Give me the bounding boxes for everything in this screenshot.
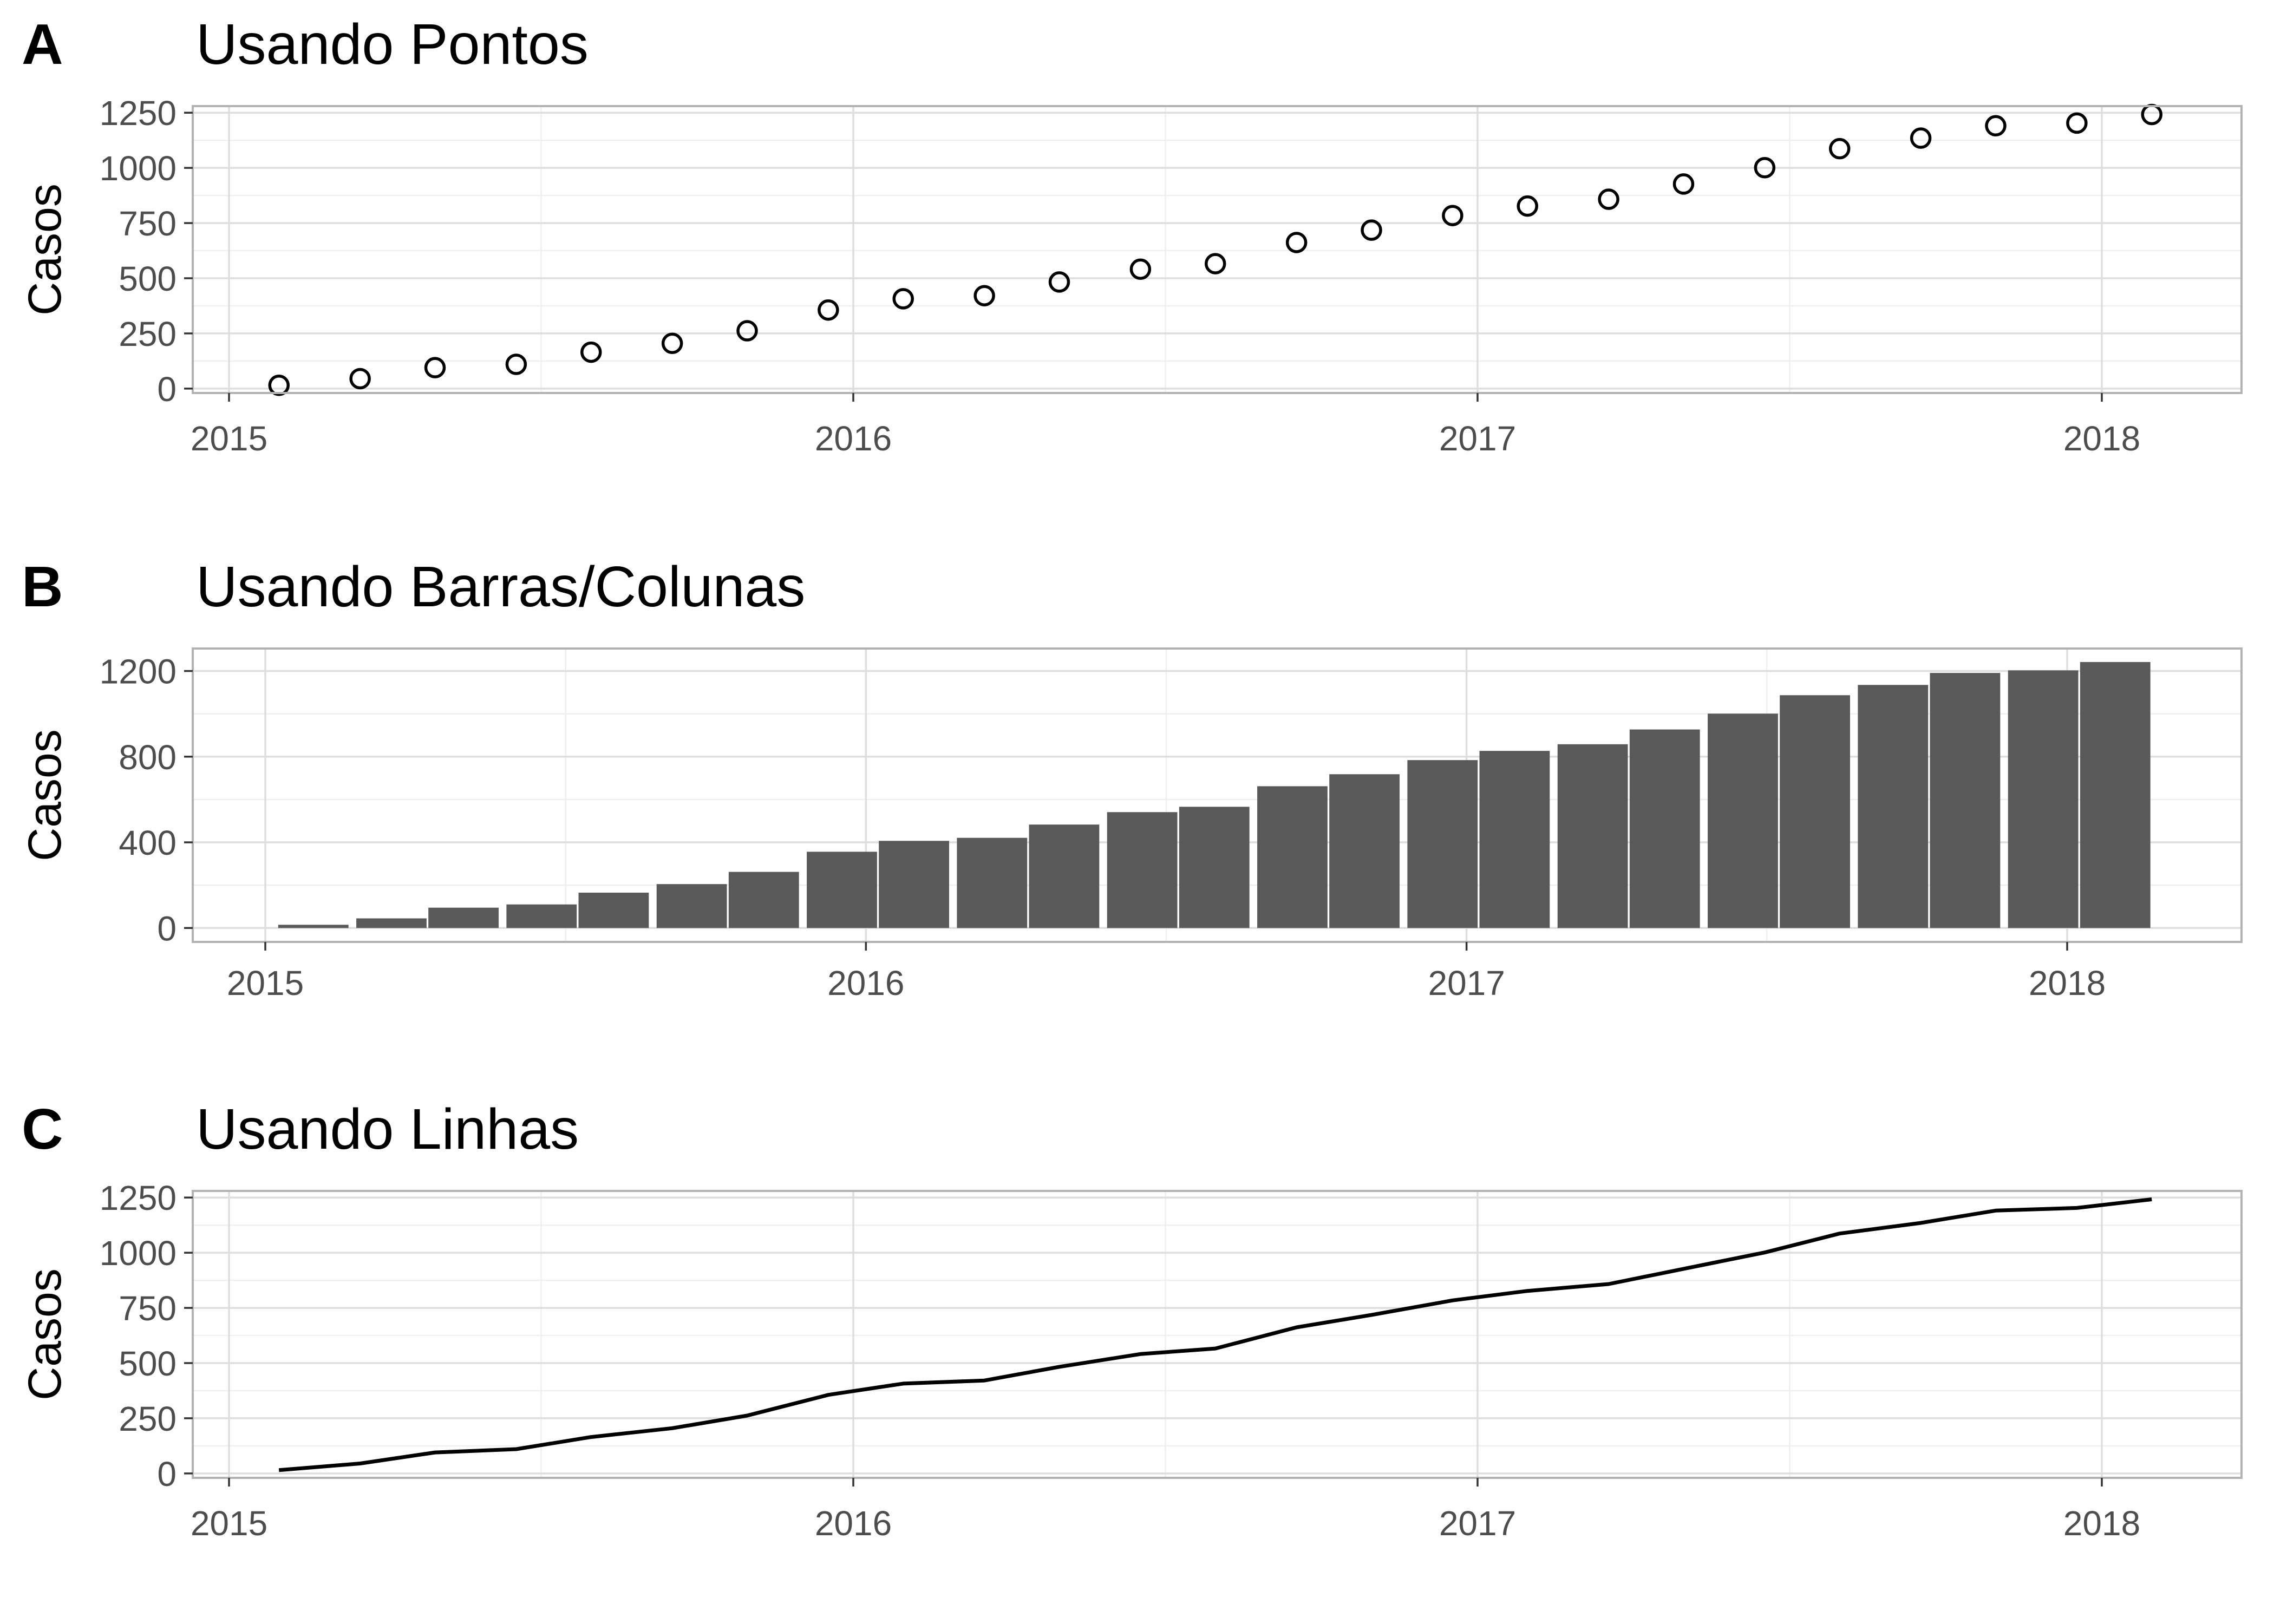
data-point <box>1754 156 1776 179</box>
y-tick-label: 0 <box>157 1455 177 1494</box>
data-point <box>424 357 446 378</box>
data-point <box>2141 103 2162 126</box>
y-tick-label: 250 <box>119 1399 177 1438</box>
y-tick-label: 750 <box>119 1289 177 1328</box>
data-bar <box>1329 774 1400 928</box>
data-point <box>1598 188 1619 210</box>
panel-border <box>192 1190 2243 1479</box>
data-point <box>1129 258 1152 280</box>
data-point <box>349 368 371 390</box>
data-bar <box>278 925 349 928</box>
data-point <box>973 285 995 306</box>
x-tick-label: 2017 <box>1428 964 1505 1003</box>
data-point <box>1672 173 1695 195</box>
data-bar <box>879 841 949 928</box>
panel-b: B Usando Barras/Colunas 0 400 800 1200 2015 201… <box>19 555 2243 1003</box>
data-point <box>1204 253 1226 274</box>
panel-title: Usando Linhas <box>196 1097 579 1161</box>
data-line <box>278 1197 2152 1472</box>
data-bar <box>807 852 877 928</box>
y-axis-label: Casos <box>19 1268 71 1400</box>
y-tick-label: 0 <box>157 909 177 948</box>
panel-letter: C <box>22 1097 63 1161</box>
x-tick-label: 2016 <box>827 964 904 1003</box>
data-point <box>580 341 602 363</box>
data-bar <box>1557 744 1628 928</box>
y-tick-label: 400 <box>119 823 177 862</box>
data-bar <box>2008 670 2079 928</box>
panel-c: C Usando Linhas 0 250 500 750 1000 1250 2015 2016… <box>19 1097 2243 1543</box>
data-bar <box>2080 662 2151 928</box>
data-bar <box>1479 751 1550 928</box>
y-axis-label: Casos <box>19 729 71 861</box>
data-bar <box>1407 760 1478 928</box>
y-tick-label: 1250 <box>100 1178 177 1217</box>
y-tick-label: 1250 <box>100 94 177 133</box>
x-tick-label: 2017 <box>1439 419 1516 458</box>
data-bar <box>1629 729 1700 928</box>
x-tick-label: 2018 <box>2063 419 2140 458</box>
data-point <box>1828 137 1851 160</box>
x-tick-label: 2016 <box>815 419 892 458</box>
data-point <box>1048 271 1070 293</box>
y-tick-label: 750 <box>119 204 177 243</box>
data-bar <box>1780 695 1850 928</box>
data-point <box>1985 115 2007 137</box>
data-bar <box>578 893 649 928</box>
data-bar <box>656 884 727 928</box>
data-point <box>736 320 758 342</box>
data-point <box>818 299 839 321</box>
panel-a: A Usando Pontos 0 250 500 750 1000 1250 2015 2016… <box>19 12 2243 458</box>
data-bar <box>1257 786 1328 928</box>
y-tick-label: 500 <box>119 1344 177 1383</box>
panel-title: Usando Barras/Colunas <box>196 555 805 619</box>
x-tick-label: 2018 <box>2029 964 2106 1003</box>
panel-border <box>192 647 2243 943</box>
data-point <box>505 353 527 375</box>
data-point <box>1517 195 1538 217</box>
x-tick-label: 2015 <box>191 1504 267 1543</box>
data-bar <box>506 904 577 928</box>
data-bar <box>1930 673 2001 928</box>
y-tick-label: 250 <box>119 315 177 353</box>
panel-letter: B <box>22 555 63 619</box>
data-bar <box>1858 685 1929 928</box>
data-point <box>1361 219 1382 241</box>
x-tick-label: 2018 <box>2063 1504 2140 1543</box>
data-point <box>2066 112 2088 134</box>
y-tick-label: 500 <box>119 259 177 298</box>
data-point <box>1442 205 1463 226</box>
x-tick-label: 2016 <box>815 1504 892 1543</box>
data-bar <box>1179 807 1250 928</box>
y-tick-label: 800 <box>119 738 177 777</box>
x-tick-label: 2015 <box>227 964 304 1003</box>
x-tick-label: 2015 <box>191 419 267 458</box>
x-tick-label: 2017 <box>1439 1504 1516 1543</box>
data-bar <box>728 872 799 928</box>
data-point <box>661 332 683 355</box>
panel-letter: A <box>22 12 63 76</box>
y-tick-label: 1000 <box>100 1234 177 1273</box>
data-bar <box>428 907 499 928</box>
data-bar <box>957 837 1028 928</box>
data-bar <box>1708 713 1778 928</box>
y-tick-label: 1000 <box>100 149 177 188</box>
data-point <box>892 288 914 310</box>
panel-border <box>192 105 2243 394</box>
data-bar <box>1029 824 1100 928</box>
data-point <box>1910 127 1932 149</box>
data-point <box>1285 232 1308 253</box>
data-point <box>268 374 290 396</box>
data-bar <box>1107 812 1178 928</box>
y-tick-label: 0 <box>157 370 177 409</box>
data-bar <box>356 918 427 928</box>
panel-title: Usando Pontos <box>196 12 589 76</box>
y-axis-label: Casos <box>19 184 71 316</box>
y-tick-label: 1200 <box>100 652 177 691</box>
